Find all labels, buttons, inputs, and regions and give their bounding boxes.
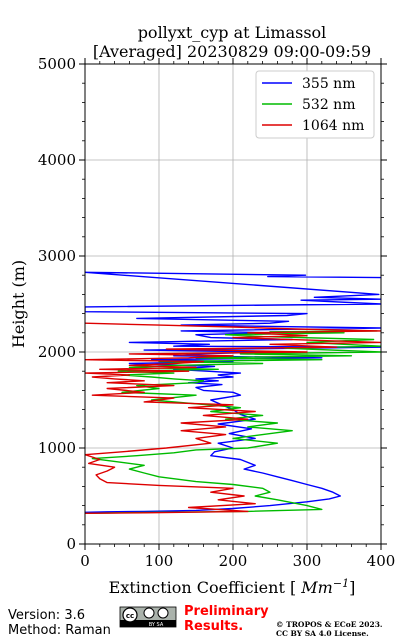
x-axis-unit-close: ] xyxy=(349,578,355,597)
legend: 355 nm 532 nm 1064 nm xyxy=(255,70,375,139)
y-tick-label: 4000 xyxy=(38,151,76,169)
x-tick-label: 0 xyxy=(80,552,90,570)
copyright-line2: CC BY SA 4.0 License. xyxy=(276,629,369,638)
svg-text:cc: cc xyxy=(126,612,134,620)
series-lines xyxy=(85,271,381,514)
series-line-1064-nm xyxy=(85,322,381,514)
x-tick-label: 200 xyxy=(219,552,248,570)
cc-icon xyxy=(122,607,138,623)
x-axis-label-text: Extinction Coefficient [ xyxy=(109,578,297,597)
y-tick-label: 1000 xyxy=(38,439,76,457)
chart-title-line2: [Averaged] 20230829 09:00-09:59 xyxy=(93,42,371,61)
cc-license-logo: cc BY SA xyxy=(119,606,177,628)
sa-icon xyxy=(157,607,169,619)
preliminary-text-line2: Results. xyxy=(184,619,243,634)
series-line-355-nm xyxy=(85,271,381,513)
x-axis-label: Extinction Coefficient [ Mm−1] xyxy=(109,577,356,597)
x-tick-label: 100 xyxy=(145,552,174,570)
y-tick-label: 2000 xyxy=(38,343,76,361)
legend-label: 1064 nm xyxy=(302,118,364,134)
legend-box xyxy=(255,70,375,139)
y-tick-label: 0 xyxy=(66,535,76,553)
preliminary-text-line1: Preliminary xyxy=(184,604,269,619)
x-axis-unit-exponent: −1 xyxy=(333,577,349,590)
legend-label: 355 nm xyxy=(302,76,355,92)
version-text: Version: 3.6 xyxy=(8,608,85,623)
y-tick-label: 5000 xyxy=(38,55,76,73)
y-axis-label: Height (m) xyxy=(9,260,28,348)
by-icon xyxy=(143,607,155,619)
x-tick-label: 300 xyxy=(293,552,322,570)
copyright-line1: © TROPOS & ECoE 2023. xyxy=(276,620,383,629)
svg-text:BY SA: BY SA xyxy=(149,622,164,628)
legend-label: 532 nm xyxy=(302,97,355,113)
chart-title-line1: pollyxt_cyp at Limassol xyxy=(138,23,327,42)
x-tick-label: 400 xyxy=(367,552,396,570)
x-axis-unit: Mm xyxy=(300,578,333,597)
y-tick-label: 3000 xyxy=(38,247,76,265)
method-text: Method: Raman xyxy=(8,623,111,638)
